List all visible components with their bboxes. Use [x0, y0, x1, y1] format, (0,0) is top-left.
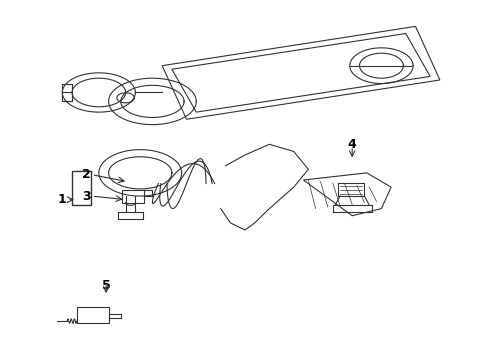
Bar: [72, 171, 91, 205]
Bar: [122, 190, 144, 203]
Text: 1: 1: [58, 193, 67, 206]
Text: 5: 5: [102, 279, 111, 292]
Bar: [77, 307, 109, 323]
Bar: [338, 183, 365, 196]
Text: 4: 4: [348, 138, 357, 151]
Text: 3: 3: [82, 190, 91, 203]
Text: 2: 2: [82, 168, 91, 181]
